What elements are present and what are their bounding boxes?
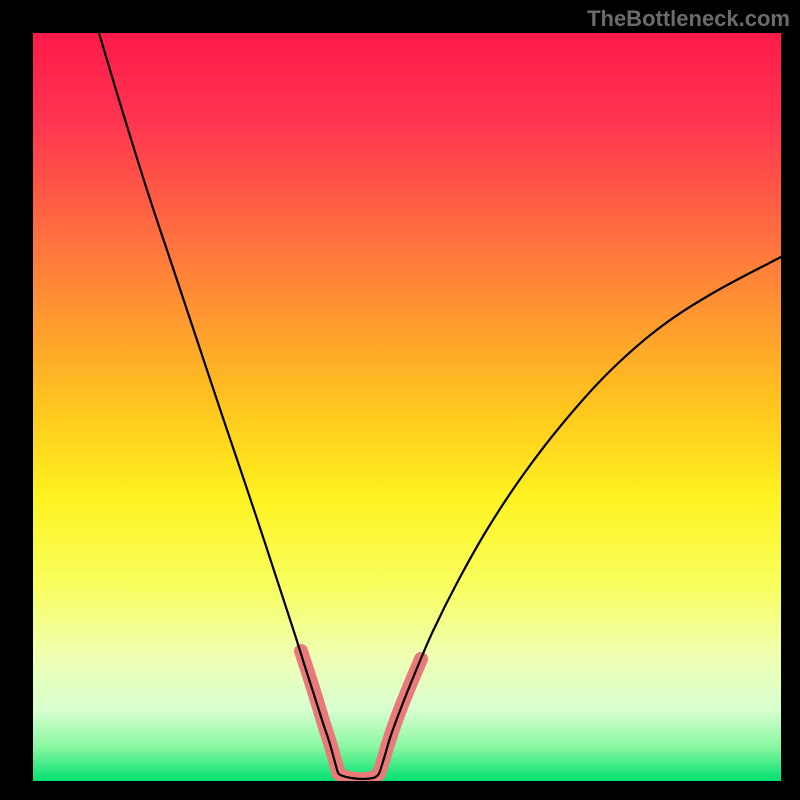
curve-layer (99, 33, 781, 779)
watermark-text: TheBottleneck.com (587, 6, 790, 32)
chart-svg (33, 33, 781, 781)
highlight-layer (301, 651, 421, 779)
plot-area (33, 33, 781, 781)
bottleneck-curve (99, 33, 781, 779)
